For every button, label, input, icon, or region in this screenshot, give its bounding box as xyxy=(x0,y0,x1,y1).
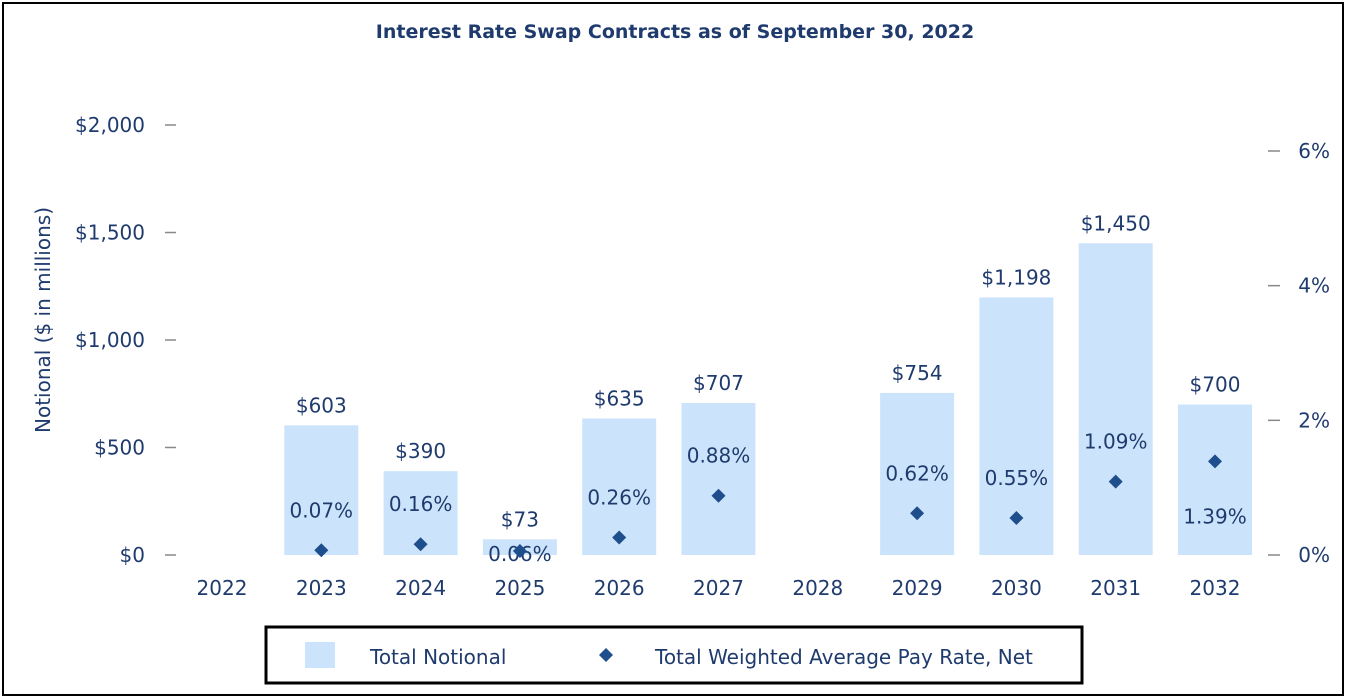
legend-swatch-marker xyxy=(599,648,613,662)
point-label: 0.26% xyxy=(587,485,651,509)
point-label: 0.62% xyxy=(885,461,949,485)
y-tick-label: $0 xyxy=(120,543,145,567)
bar xyxy=(284,425,359,555)
y-tick-label: $1,000 xyxy=(75,328,145,352)
y-tick-label: $500 xyxy=(94,436,145,460)
x-tick-label: 2026 xyxy=(594,576,645,600)
y2-tick-label: 2% xyxy=(1298,408,1330,432)
point-label: 0.07% xyxy=(290,498,354,522)
legend-label: Total Notional xyxy=(369,645,506,669)
point-label: 0.16% xyxy=(389,492,453,516)
bar-label: $700 xyxy=(1190,373,1241,397)
point-label: 1.39% xyxy=(1183,504,1247,528)
bar xyxy=(1178,404,1252,555)
y2-tick-label: 0% xyxy=(1298,543,1330,567)
chart-title: Interest Rate Swap Contracts as of Septe… xyxy=(376,21,974,43)
y-tick-label: $1,500 xyxy=(75,221,145,245)
point-marker xyxy=(512,543,527,558)
y2-tick-label: 4% xyxy=(1298,274,1330,298)
point-marker xyxy=(1009,510,1024,525)
bar xyxy=(1078,243,1153,555)
bar xyxy=(681,402,756,555)
x-tick-label: 2024 xyxy=(395,576,446,600)
x-tick-label: 2032 xyxy=(1190,576,1241,600)
bar-label: $73 xyxy=(501,507,539,531)
point-marker xyxy=(413,537,428,552)
point-marker xyxy=(612,530,627,545)
bar-label: $754 xyxy=(892,361,943,385)
x-tick-label: 2030 xyxy=(991,576,1042,600)
y-axis-label: Notional ($ in millions) xyxy=(31,207,55,433)
x-tick-label: 2028 xyxy=(792,576,843,600)
point-label: 1.09% xyxy=(1084,430,1148,454)
point-marker xyxy=(711,488,726,503)
bar-label: $707 xyxy=(693,371,744,395)
point-label: 0.55% xyxy=(985,466,1049,490)
bar xyxy=(880,392,955,555)
x-tick-label: 2031 xyxy=(1090,576,1141,600)
x-tick-label: 2022 xyxy=(197,576,248,600)
bar-label: $1,198 xyxy=(981,265,1051,289)
x-tick-label: 2023 xyxy=(296,576,347,600)
y-tick-label: $2,000 xyxy=(75,113,145,137)
y2-tick-label: 6% xyxy=(1298,139,1330,163)
x-tick-label: 2027 xyxy=(693,576,744,600)
point-marker xyxy=(314,543,329,558)
bar-label: $603 xyxy=(296,393,347,417)
x-tick-label: 2029 xyxy=(892,576,943,600)
legend-box xyxy=(264,625,1084,685)
bar-label: $390 xyxy=(395,439,446,463)
point-marker xyxy=(1108,474,1123,489)
point-marker xyxy=(1208,454,1222,469)
x-tick-label: 2025 xyxy=(494,576,545,600)
point-marker xyxy=(910,506,925,521)
legend-label: Total Weighted Average Pay Rate, Net xyxy=(654,645,1033,669)
bar-label: $1,450 xyxy=(1081,211,1151,235)
point-label: 0.88% xyxy=(687,444,751,468)
bar-label: $635 xyxy=(594,386,645,410)
legend-swatch-bar xyxy=(305,642,335,668)
